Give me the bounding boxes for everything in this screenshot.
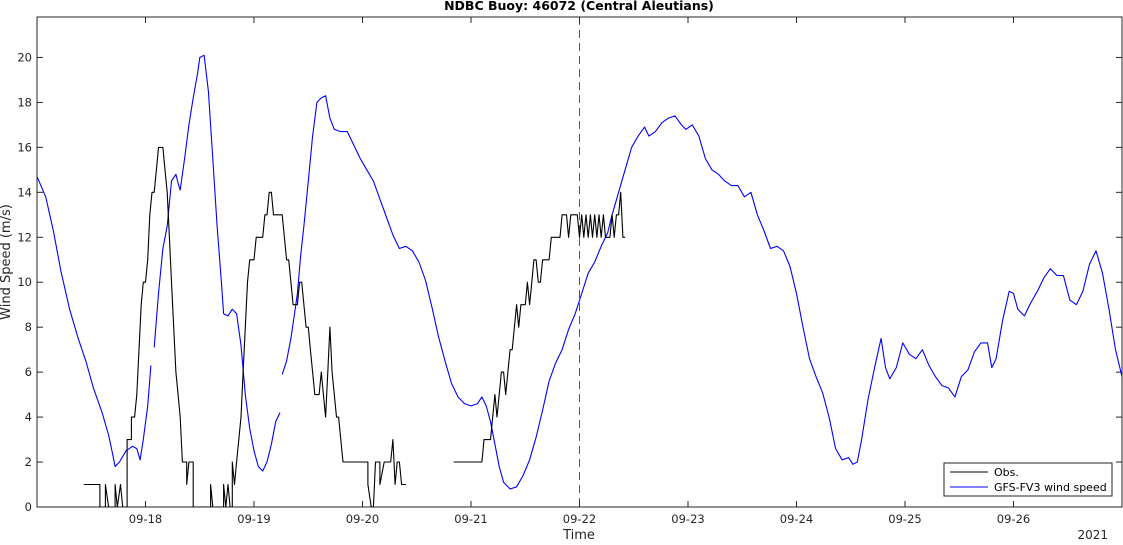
series-line-gfs-3 [281,95,1122,490]
series-line-obs-2 [453,191,626,463]
chart-title: NDBC Buoy: 46072 (Central Aleutians) [444,0,714,13]
series-line-gfs-1 [37,176,152,468]
y-tick-label: 20 [17,50,32,64]
y-tick-label: 14 [17,185,32,199]
x-tick-label: 09-22 [563,512,596,526]
x-tick-label: 09-26 [997,512,1030,526]
year-label: 2021 [1077,528,1108,541]
x-tick-label: 09-18 [129,512,162,526]
x-axis-label: Time [562,528,595,541]
legend-label-gfs: GFS-FV3 wind speed [994,481,1107,494]
x-tick-label: 09-23 [671,512,704,526]
x-tick-label: 09-19 [237,512,270,526]
y-tick-label: 10 [17,275,32,289]
x-tick-label: 09-21 [454,512,487,526]
y-tick-label: 0 [25,500,32,514]
y-tick-label: 16 [17,140,32,154]
legend-label-obs: Obs. [994,466,1019,479]
x-tick-label: 09-24 [780,512,813,526]
series-line-gfs-2 [153,54,281,472]
y-tick-label: 12 [17,230,32,244]
y-tick-label: 8 [25,320,32,334]
x-tick-label: 09-25 [888,512,921,526]
y-tick-label: 2 [25,455,32,469]
x-tick-label: 09-20 [346,512,379,526]
legend-box [943,462,1113,497]
y-tick-label: 6 [25,365,32,379]
y-tick-label: 18 [17,95,32,109]
series-line-obs-1 [83,146,406,507]
y-axis-label: Wind Speed (m/s) [0,204,14,320]
y-tick-label: 4 [25,410,32,424]
